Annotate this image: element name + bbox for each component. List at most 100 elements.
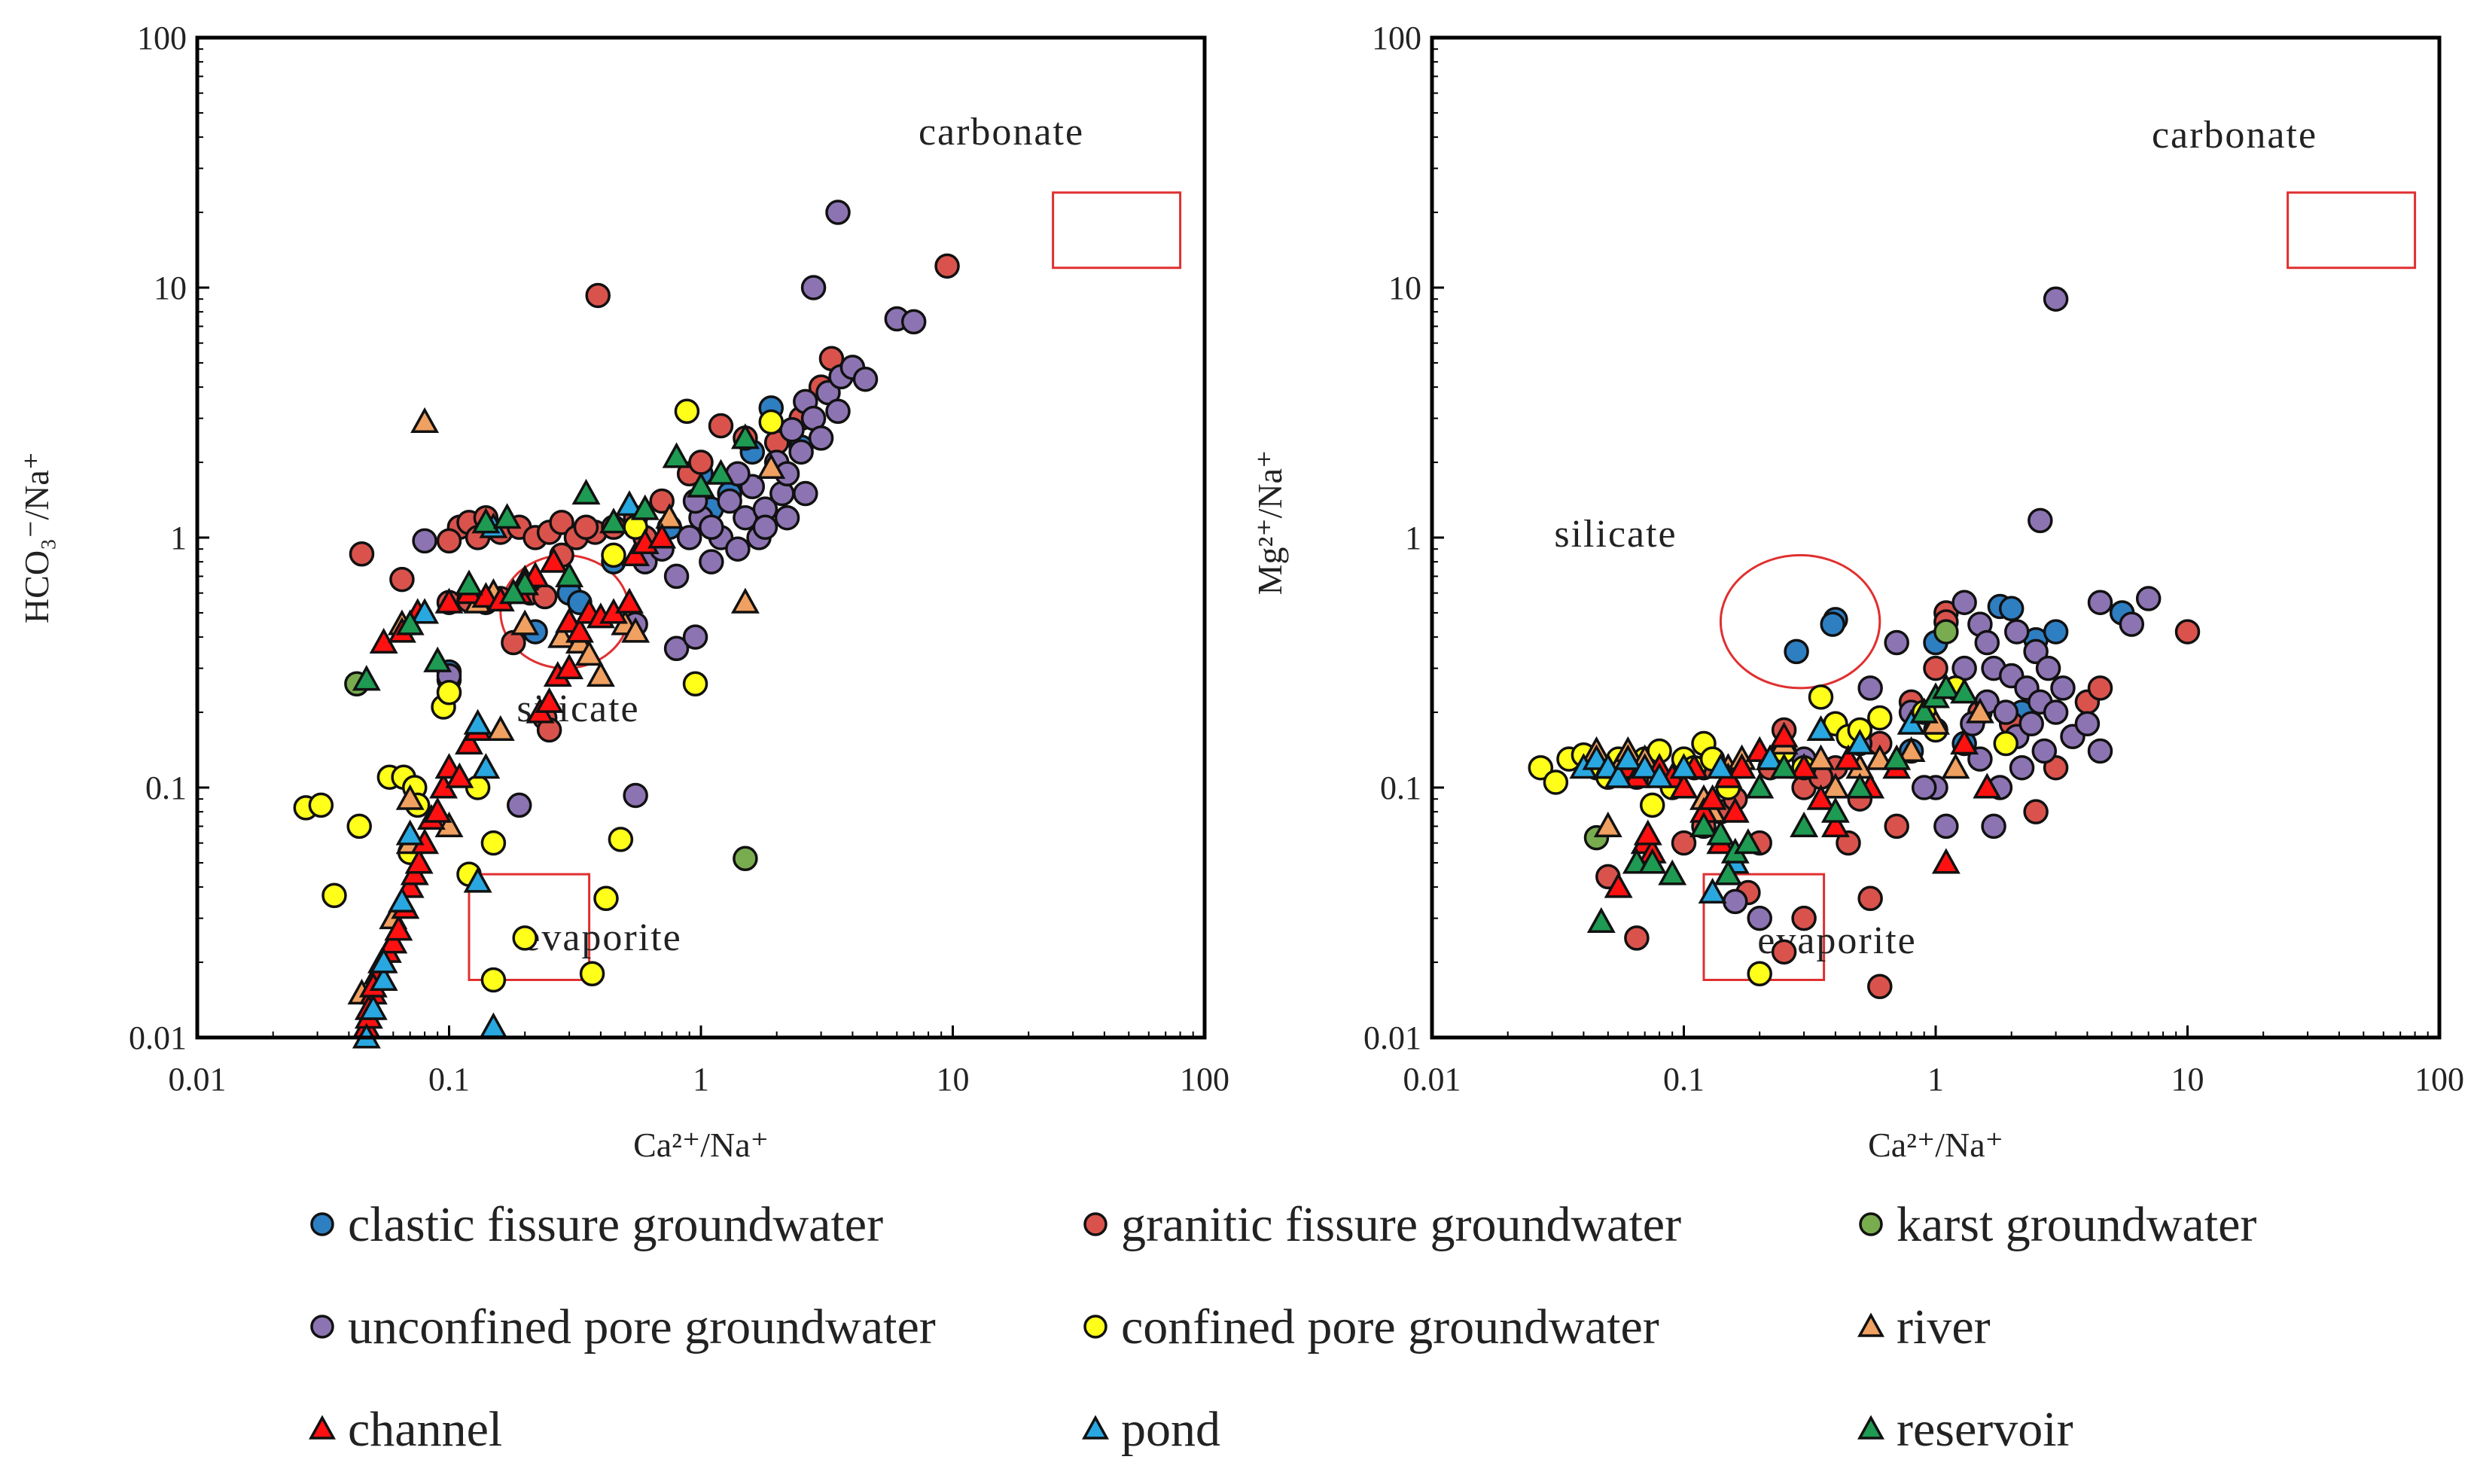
x-tick-label: 0.01 [169,1061,227,1098]
data-point [1931,673,1961,699]
data-point [1820,611,1845,637]
data-point [1624,925,1650,951]
data-point [463,708,492,735]
data-point [2028,507,2053,534]
data-point [599,507,628,534]
data-point [708,413,734,439]
data-point [621,617,650,643]
data-point [410,598,440,624]
data-point [900,309,927,335]
data-point [1834,744,1863,770]
data-point [512,925,538,951]
data-point [358,994,388,1020]
x-tick-label: 1 [693,1061,709,1098]
data-point [1630,753,1659,779]
legend-label: clastic fissure groundwater [348,1197,883,1252]
data-point [1981,813,2006,840]
data-point [471,753,501,779]
data-point [1771,939,1797,965]
data-point [1784,638,1809,665]
data-point [934,253,960,279]
data-point [1951,590,1977,615]
data-point [808,425,834,451]
data-point [574,639,604,666]
data-point [389,566,415,593]
data-point [384,915,413,941]
data-point [549,510,574,535]
data-point [730,423,760,449]
x-tick-label: 1 [1927,1061,1944,1098]
data-point [1882,744,1912,770]
data-point [699,514,724,541]
y-tick-label: 0.1 [1380,769,1421,806]
y-axis-label: Mg²⁺/Na⁺ [1251,450,1289,596]
data-point [788,439,814,465]
data-point [1867,705,1893,731]
data-point [1671,830,1697,856]
y-tick-label: 1 [1405,520,1421,556]
data-point [2043,699,2069,725]
data-point [455,728,483,755]
data-point [1867,974,1893,999]
data-point [1923,655,1948,681]
data-point [1950,728,1979,755]
data-point [1769,753,1799,779]
data-point [676,525,702,550]
series-reservoir [1586,673,1979,934]
data-point [535,687,564,713]
data-point [725,536,751,562]
legend-marker-icon [1083,1315,1107,1339]
x-tick-label: 0.1 [428,1061,470,1098]
data-point [2004,619,2030,644]
data-point [434,811,464,837]
legend-marker-icon [1082,1415,1109,1440]
data-point [2087,738,2113,764]
data-point [1756,744,1785,770]
data-point [1806,784,1836,810]
legend-marker-icon [310,1212,334,1236]
legend-item-river: river [1857,1300,1991,1354]
data-point [436,680,462,705]
data-point [463,867,492,893]
data-point [1733,828,1763,855]
data-point [1897,736,1926,763]
data-point [1543,769,1569,795]
data-point [1714,859,1743,885]
data-point [352,665,381,691]
data-point [1613,744,1643,770]
data-point [1857,675,1883,701]
legend-item-reservoir: reservoir [1857,1402,2073,1457]
data-point [2023,799,2049,824]
data-point [623,782,648,809]
data-point [2043,619,2069,644]
legend-marker-icon [1857,1415,1884,1440]
data-point [1808,684,1834,710]
data-point [455,569,483,596]
data-point [1941,753,1970,779]
carbonate-region [1052,191,1182,270]
data-point [2035,655,2061,681]
data-point [1820,811,1850,837]
data-point [539,547,568,573]
data-point [1747,905,1772,931]
legend-marker-icon [1857,1312,1884,1337]
plot-mg-vs-ca: 0.01 0.1 1 10 100 0.01 0.1 1 10 100 carbonate silic… [1251,20,2464,1164]
data-point [479,1012,508,1038]
data-point [1586,907,1616,934]
data-point [1965,697,1994,724]
data-point [1950,678,1979,704]
data-point [1720,797,1750,823]
data-point [565,617,594,643]
data-point [2018,711,2044,736]
data-point [1933,813,1959,840]
data-point [573,514,599,541]
data-point [2050,675,2076,701]
data-point [395,609,425,635]
plot-hco3-vs-ca: 0.01 0.1 1 10 1000.010.1110100carbonatesilic… [17,20,1229,1164]
carbonate-label: carbonate [2152,114,2317,157]
data-point [647,523,677,549]
data-point [1790,753,1819,779]
series-pond [1569,708,1926,904]
data-point [1791,905,1817,931]
